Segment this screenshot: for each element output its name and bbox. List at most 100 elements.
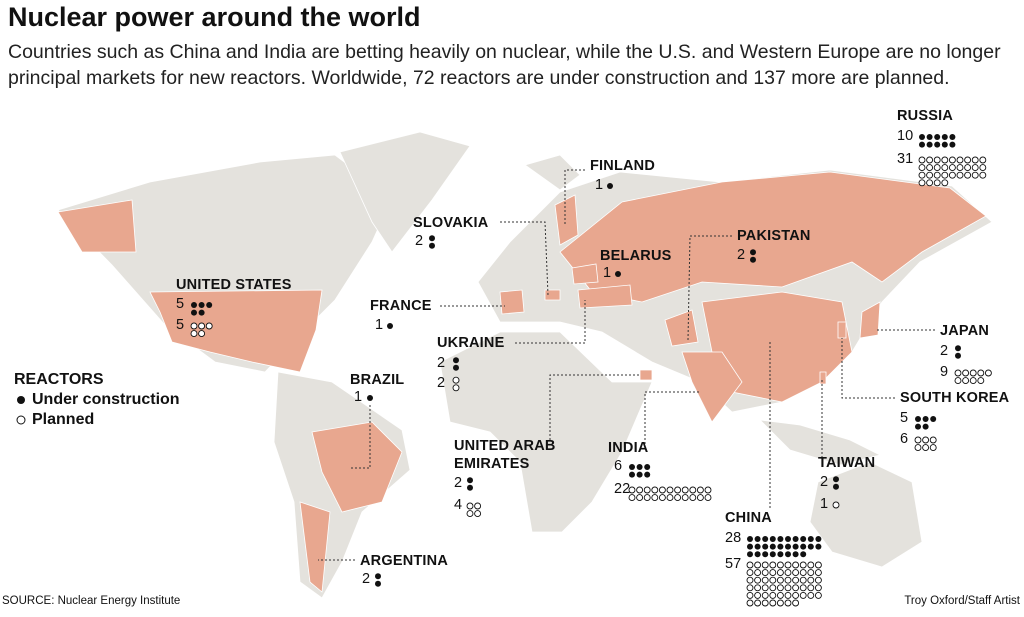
reactor-planned [761,599,769,607]
reactor-under-construction [429,235,435,242]
reactor-planned [792,599,800,607]
reactor-under-construction [941,134,948,140]
leader-line [500,221,549,296]
reactor-under-construction [919,141,925,148]
reactor-under-construction [636,471,643,478]
reactor-planned [926,171,934,179]
reactor-under-construction [800,551,807,558]
reactor-planned [784,584,792,592]
country-name: UNITED ARAB EMIRATES [454,438,556,472]
country-name: SLOVAKIA [413,215,489,231]
under-construction-count: 6 [614,458,623,474]
reactor-planned [746,599,754,607]
reactor-planned [799,591,807,599]
leader-line [687,235,732,341]
reactor-planned [929,444,937,452]
reactor-planned [918,171,926,179]
reactor-planned [807,591,815,599]
subtitle: Countries such as China and India are be… [8,41,1001,89]
reactor-under-construction [792,536,799,542]
reactor-under-construction [777,551,784,558]
reactor-planned [979,171,987,179]
reactor-planned [746,561,754,569]
reactor-under-construction [453,357,459,364]
country-name: JAPAN [940,323,990,339]
reactor-planned [792,591,800,599]
reactor-under-construction [375,573,381,580]
reactor-under-construction [915,416,921,422]
reactor-under-construction [769,543,776,550]
country-name: BELARUS [600,248,672,264]
reactor-planned [941,171,949,179]
reactor-planned [969,369,977,377]
reactor-planned [769,576,777,584]
reactor-planned [962,369,970,377]
reactor-planned [704,486,712,494]
reactor-under-construction [769,551,776,558]
reactor-planned [452,384,460,392]
reactor-planned [956,164,964,172]
reactor-planned [769,561,777,569]
reactor-planned [799,584,807,592]
reactor-planned [941,156,949,164]
reactor-planned [792,561,800,569]
under-construction-count: 2 [437,355,446,371]
reactor-planned [926,164,934,172]
reactor-planned [962,377,970,385]
reactor-planned [198,330,206,338]
reactor-planned [926,179,934,187]
planned-count: 2 [437,375,446,391]
reactor-under-construction [754,543,761,550]
reactor-planned [971,164,979,172]
planned-count: 22 [614,481,631,497]
reactor-planned [746,584,754,592]
country-name: FRANCE [370,298,432,314]
reactor-under-construction [629,471,635,478]
leader-line [549,374,640,440]
reactor-planned [205,322,213,330]
source: SOURCE: Nuclear Energy Institute [2,595,181,607]
reactor-under-construction [815,536,822,542]
reactor-planned [754,599,762,607]
reactor-planned [643,494,651,502]
reactor-planned [776,561,784,569]
planned-count: 4 [454,497,463,513]
reactor-planned [681,486,689,494]
reactor-planned [971,171,979,179]
reactor-under-construction [949,141,956,148]
reactor-under-construction [198,302,205,308]
reactor-planned [784,576,792,584]
reactor-planned [704,494,712,502]
legend-dot-open [16,415,26,425]
planned-count: 1 [820,496,829,512]
highlighted-countries [57,171,987,593]
reactor-planned [666,486,674,494]
reactor-planned [918,156,926,164]
reactor-under-construction [754,536,761,542]
reactor-under-construction [919,134,925,140]
reactor-planned [674,494,682,502]
reactor-planned [754,584,762,592]
reactor-under-construction [926,134,933,140]
reactor-planned [792,584,800,592]
leader-lines [318,169,935,561]
reactor-planned [799,576,807,584]
reactor-planned [689,486,697,494]
reactor-under-construction [750,256,756,263]
reactor-under-construction [934,141,941,148]
reactor-planned [914,436,922,444]
reactor-under-construction [467,477,473,484]
reactor-under-construction [762,536,769,542]
leader-line [515,300,586,344]
legend-under-construction: Under construction [32,391,180,408]
country-name: FINLAND [590,158,656,174]
reactor-planned [474,510,482,518]
reactor-planned [814,584,822,592]
reactor-planned [466,502,474,510]
reactor-under-construction [206,302,213,308]
reactor-planned [948,171,956,179]
reactor-planned [769,569,777,577]
reactor-planned [948,156,956,164]
under-construction-count: 2 [737,247,746,263]
